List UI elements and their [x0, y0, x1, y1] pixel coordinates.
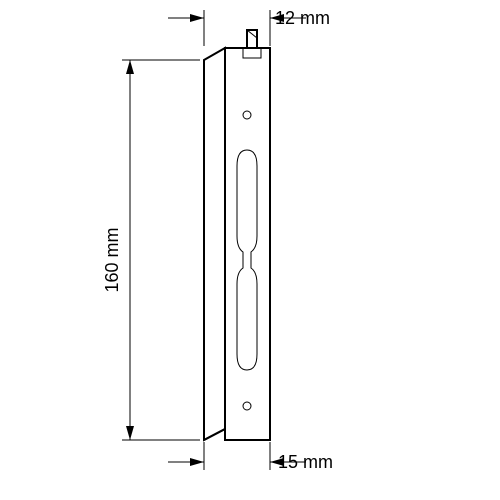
dim-width-bottom: 15 mm [168, 442, 333, 472]
dim-width-top-label: 12 mm [275, 8, 330, 28]
dim-height-label: 160 mm [102, 227, 122, 292]
part-side [204, 48, 225, 440]
dim-width-bottom-label: 15 mm [278, 452, 333, 472]
dim-height: 160 mm [102, 60, 200, 440]
side-bottom-chamfer [204, 429, 225, 440]
part-face-plate [225, 48, 270, 440]
part-pin [247, 30, 257, 48]
